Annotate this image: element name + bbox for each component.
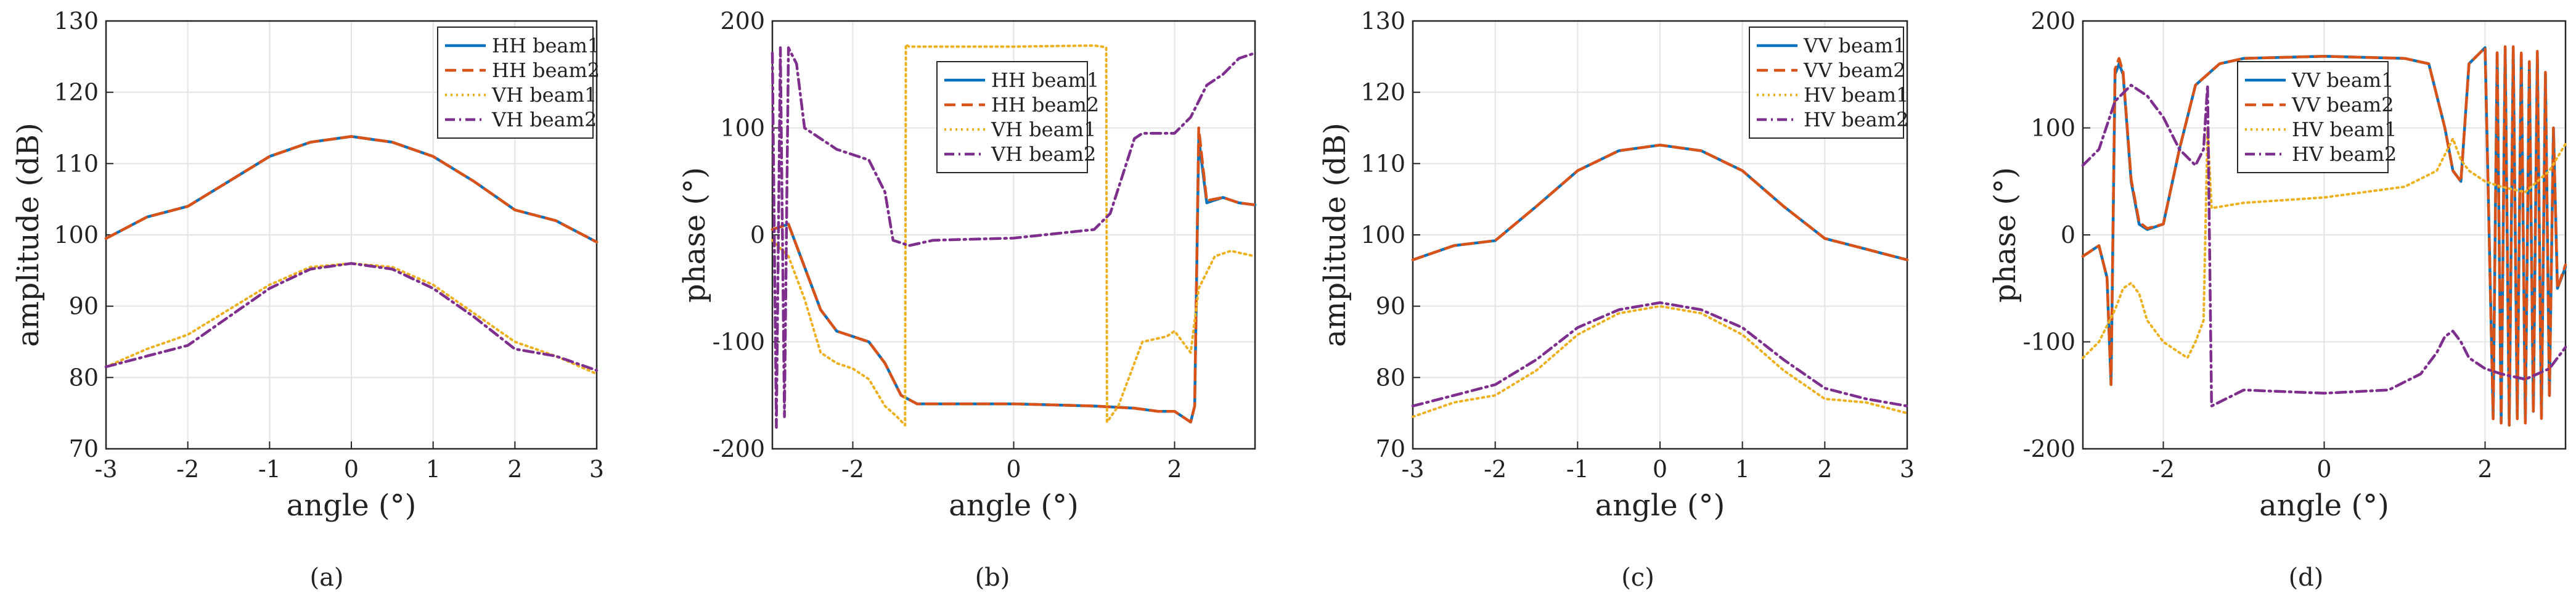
x-tick-label: 3 [589,456,604,483]
series-line-vv-beam2 [1411,144,1909,261]
series-line-hv-beam2 [2081,83,2567,408]
y-tick-label: 90 [1376,293,1405,320]
x-tick-label: -3 [1401,456,1424,483]
y-tick-label: 100 [720,115,765,142]
panel-caption: (d) [2289,563,2324,592]
x-tick-label: 2 [2477,456,2492,483]
legend-label: VH beam2 [991,142,1096,166]
axes-box [771,20,1256,450]
legend-box [936,61,1088,173]
y-tick-label: 200 [2030,7,2075,35]
series-line-hh-beam2 [104,135,599,244]
y-tick-label: 70 [1376,435,1405,462]
legend-label: HV beam2 [2292,142,2397,166]
legend-label: VV beam1 [2291,68,2394,92]
x-tick-label: 3 [1900,456,1915,483]
y-tick-label: -100 [2023,329,2075,356]
y-tick-label: -200 [713,435,765,462]
x-tick-label: -2 [2152,456,2175,483]
x-axis-label: angle (°) [949,488,1079,523]
legend-label: HV beam2 [1804,108,1908,131]
axes-box [2082,20,2567,450]
legend-label: HV beam1 [1804,83,1908,107]
axes-box [105,20,598,450]
y-axis-label: phase (°) [677,167,712,303]
series-line-vh-beam1 [771,43,1256,427]
y-tick-label: 110 [54,150,99,177]
x-tick-label: -3 [94,456,117,483]
y-tick-label: 100 [54,221,99,248]
x-tick-label: -2 [841,456,864,483]
legend-label: VH beam1 [491,83,597,107]
x-tick-label: 0 [1653,456,1667,483]
panel-caption: (b) [975,563,1010,592]
y-tick-label: 120 [1360,79,1405,106]
x-tick-label: -2 [176,456,199,483]
legend-label: HV beam1 [2292,118,2397,141]
x-tick-label: -1 [1566,456,1589,483]
x-tick-label: 0 [2316,456,2331,483]
x-tick-label: 2 [1817,456,1832,483]
x-axis-label: angle (°) [287,488,417,523]
legend-label: HH beam2 [991,93,1099,117]
x-tick-label: -1 [258,456,281,483]
x-tick-label: 1 [1735,456,1750,483]
legend-label: VH beam1 [991,118,1096,141]
y-tick-label: 80 [1376,364,1405,391]
x-tick-label: 1 [426,456,441,483]
y-tick-label: 80 [69,364,99,391]
y-tick-label: 0 [750,221,765,248]
y-tick-label: 90 [69,293,99,320]
panel-caption: (a) [309,563,343,592]
y-tick-label: 0 [2061,221,2075,248]
series-line-vv-beam2 [2081,45,2567,427]
x-tick-label: 0 [1006,456,1021,483]
series-line-hh-beam2 [771,126,1257,424]
y-tick-label: 100 [1360,221,1405,248]
x-tick-label: -2 [1484,456,1507,483]
y-axis-label: phase (°) [1988,167,2022,303]
legend-label: VV beam2 [2291,93,2394,117]
y-axis-label: amplitude (dB) [1318,123,1352,347]
y-tick-label: 70 [69,435,99,462]
legend-label: HH beam1 [492,34,600,57]
legend-label: VH beam2 [491,108,597,131]
x-axis-label: angle (°) [2259,488,2389,523]
legend-label: VV beam2 [1803,59,1906,82]
legend-label: HH beam2 [492,59,600,82]
x-axis-label: angle (°) [1595,488,1725,523]
y-axis-label: amplitude (dB) [11,123,46,347]
panel-caption: (c) [1621,563,1654,592]
y-tick-label: -200 [2023,435,2075,462]
legend-label: HH beam1 [991,68,1099,92]
x-tick-label: 2 [1167,456,1182,483]
series-line-hv-beam1 [1412,305,1908,418]
y-tick-label: 110 [1360,150,1405,177]
series-line-vh-beam2 [771,46,1257,429]
y-tick-label: 100 [2030,115,2075,142]
y-tick-label: -100 [713,329,765,356]
y-tick-label: 200 [720,7,765,35]
legend-label: VV beam1 [1803,34,1906,57]
series-line-vh-beam2 [104,262,599,372]
x-tick-label: 0 [344,456,359,483]
y-tick-label: 130 [54,7,99,35]
axes-box [1412,20,1908,450]
y-tick-label: 120 [54,79,99,106]
y-tick-label: 130 [1360,7,1405,35]
series-line-hv-beam2 [1411,301,1909,408]
x-tick-label: 2 [507,456,522,483]
